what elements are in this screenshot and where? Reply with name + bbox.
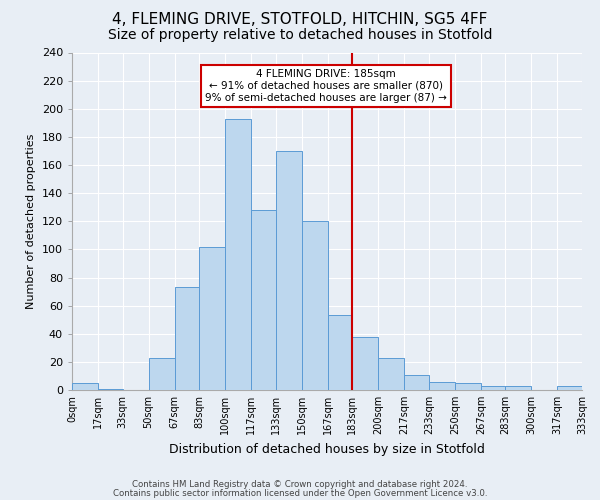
Text: Size of property relative to detached houses in Stotfold: Size of property relative to detached ho… [108,28,492,42]
Text: 4 FLEMING DRIVE: 185sqm
← 91% of detached houses are smaller (870)
9% of semi-de: 4 FLEMING DRIVE: 185sqm ← 91% of detache… [205,70,447,102]
Bar [251,210,275,390]
Bar [328,316,352,390]
Bar [429,382,455,390]
Text: Contains HM Land Registry data © Crown copyright and database right 2024.: Contains HM Land Registry data © Crown c… [132,480,468,489]
Bar [352,336,379,390]
Text: 4, FLEMING DRIVE, STOTFOLD, HITCHIN, SG5 4FF: 4, FLEMING DRIVE, STOTFOLD, HITCHIN, SG5… [112,12,488,28]
Bar [72,383,98,390]
Bar [199,246,225,390]
Bar [481,386,505,390]
Bar [302,221,328,390]
Bar [98,388,122,390]
X-axis label: Distribution of detached houses by size in Stotfold: Distribution of detached houses by size … [169,442,485,456]
Bar [379,358,404,390]
Bar [149,358,175,390]
Bar [404,374,429,390]
Bar [175,288,199,390]
Bar [455,383,481,390]
Bar [275,151,302,390]
Text: Contains public sector information licensed under the Open Government Licence v3: Contains public sector information licen… [113,488,487,498]
Y-axis label: Number of detached properties: Number of detached properties [26,134,36,309]
Bar [225,118,251,390]
Bar [505,386,532,390]
Bar [557,386,582,390]
